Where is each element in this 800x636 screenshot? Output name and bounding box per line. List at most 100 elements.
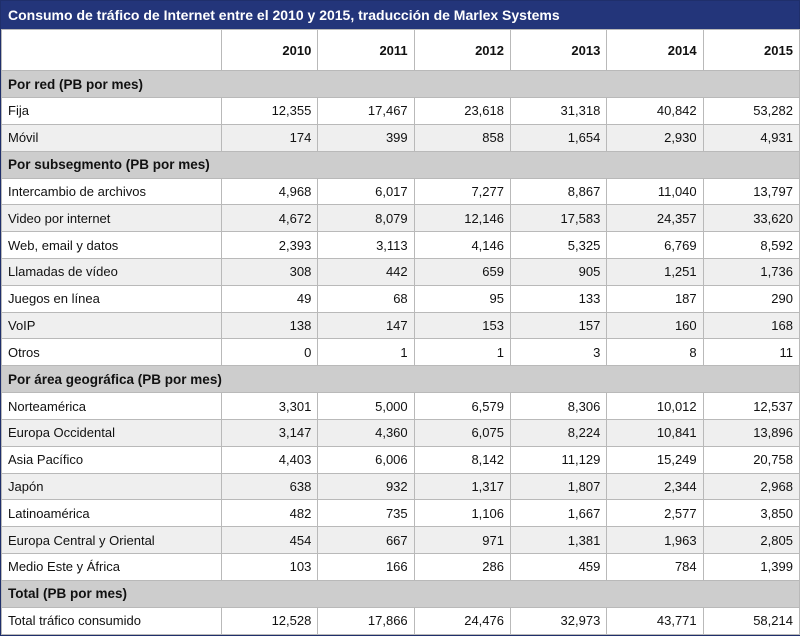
- section-header: Por área geográfica (PB por mes): [1, 365, 800, 394]
- row-label: Web, email y datos: [1, 231, 222, 259]
- table-row: Otros 0 1 1 3 8 11: [1, 338, 800, 367]
- value-cell: 3,147: [220, 418, 319, 447]
- value-cell: 17,866: [317, 606, 415, 635]
- value-cell: 43,771: [606, 606, 704, 635]
- value-cell: 10,841: [606, 418, 704, 447]
- header-blank-cell: [1, 29, 222, 71]
- value-cell: 12,537: [702, 392, 800, 420]
- table-row: Norteamérica 3,301 5,000 6,579 8,306 10,012 12…: [1, 392, 800, 420]
- row-label: Video por internet: [1, 204, 222, 233]
- value-cell: 7,277: [413, 177, 511, 206]
- value-cell: 1,667: [509, 499, 608, 528]
- data-table: 2010 2011 2012 2013 2014 2015 Por red (PB por …: [1, 29, 800, 635]
- value-cell: 5,000: [317, 392, 415, 420]
- value-cell: 13,797: [702, 177, 800, 206]
- section-header: Total (PB por mes): [1, 579, 800, 608]
- row-label: Asia Pacífico: [1, 445, 222, 474]
- value-cell: 1,106: [413, 499, 511, 528]
- value-cell: 784: [606, 552, 704, 581]
- value-cell: 11,129: [509, 445, 608, 474]
- row-label: Móvil: [1, 123, 222, 152]
- value-cell: 290: [702, 284, 800, 313]
- value-cell: 2,393: [220, 231, 319, 259]
- value-cell: 17,467: [317, 97, 415, 125]
- value-cell: 23,618: [413, 97, 511, 125]
- value-cell: 133: [509, 284, 608, 313]
- value-cell: 667: [317, 526, 415, 554]
- table-row: Total tráfico consumido 12,528 17,866 24,47…: [1, 606, 800, 635]
- value-cell: 6,017: [317, 177, 415, 206]
- value-cell: 308: [220, 257, 319, 286]
- value-cell: 399: [317, 123, 415, 152]
- value-cell: 10,012: [606, 392, 704, 420]
- table-row: Europa Central y Oriental 454 667 971 1,381 1…: [1, 526, 800, 554]
- value-cell: 6,006: [317, 445, 415, 474]
- column-header: 2015: [702, 29, 800, 71]
- value-cell: 5,325: [509, 231, 608, 259]
- value-cell: 1,807: [509, 472, 608, 501]
- value-cell: 1,317: [413, 472, 511, 501]
- value-cell: 4,360: [317, 418, 415, 447]
- value-cell: 6,075: [413, 418, 511, 447]
- value-cell: 8,079: [317, 204, 415, 233]
- value-cell: 49: [220, 284, 319, 313]
- value-cell: 905: [509, 257, 608, 286]
- value-cell: 157: [509, 311, 608, 340]
- value-cell: 6,769: [606, 231, 704, 259]
- value-cell: 24,476: [413, 606, 511, 635]
- column-header: 2013: [509, 29, 608, 71]
- table-row: Llamadas de vídeo 308 442 659 905 1,251 1,736: [1, 257, 800, 286]
- value-cell: 4,931: [702, 123, 800, 152]
- section-row: Por área geográfica (PB por mes): [1, 365, 800, 394]
- value-cell: 2,805: [702, 526, 800, 554]
- value-cell: 11,040: [606, 177, 704, 206]
- value-cell: 17,583: [509, 204, 608, 233]
- value-cell: 659: [413, 257, 511, 286]
- value-cell: 8: [606, 338, 704, 367]
- row-label: Juegos en línea: [1, 284, 222, 313]
- value-cell: 168: [702, 311, 800, 340]
- value-cell: 1: [317, 338, 415, 367]
- value-cell: 1,251: [606, 257, 704, 286]
- value-cell: 1: [413, 338, 511, 367]
- row-label: Total tráfico consumido: [1, 606, 222, 635]
- value-cell: 459: [509, 552, 608, 581]
- table-row: Latinoamérica 482 735 1,106 1,667 2,577 3,850: [1, 499, 800, 528]
- value-cell: 8,306: [509, 392, 608, 420]
- value-cell: 3,850: [702, 499, 800, 528]
- value-cell: 8,142: [413, 445, 511, 474]
- value-cell: 12,355: [220, 97, 319, 125]
- column-header: 2014: [606, 29, 704, 71]
- section-row: Por red (PB por mes): [1, 70, 800, 98]
- section-row: Por subsegmento (PB por mes): [1, 150, 800, 179]
- table-row: Asia Pacífico 4,403 6,006 8,142 11,129 15,249…: [1, 445, 800, 474]
- row-label: Europa Central y Oriental: [1, 526, 222, 554]
- value-cell: 103: [220, 552, 319, 581]
- row-label: Japón: [1, 472, 222, 501]
- column-header: 2010: [220, 29, 319, 71]
- value-cell: 6,579: [413, 392, 511, 420]
- value-cell: 971: [413, 526, 511, 554]
- section-header: Por subsegmento (PB por mes): [1, 150, 800, 179]
- value-cell: 442: [317, 257, 415, 286]
- value-cell: 13,896: [702, 418, 800, 447]
- section-row: Total (PB por mes): [1, 579, 800, 608]
- value-cell: 1,399: [702, 552, 800, 581]
- row-label: Fija: [1, 97, 222, 125]
- value-cell: 187: [606, 284, 704, 313]
- value-cell: 4,672: [220, 204, 319, 233]
- header-row: 2010 2011 2012 2013 2014 2015: [1, 29, 800, 71]
- table-title: Consumo de tráfico de Internet entre el …: [1, 1, 799, 29]
- value-cell: 166: [317, 552, 415, 581]
- value-cell: 454: [220, 526, 319, 554]
- value-cell: 3,113: [317, 231, 415, 259]
- value-cell: 138: [220, 311, 319, 340]
- value-cell: 1,736: [702, 257, 800, 286]
- value-cell: 2,577: [606, 499, 704, 528]
- value-cell: 2,344: [606, 472, 704, 501]
- value-cell: 11: [702, 338, 800, 367]
- value-cell: 4,968: [220, 177, 319, 206]
- value-cell: 4,403: [220, 445, 319, 474]
- row-label: Latinoamérica: [1, 499, 222, 528]
